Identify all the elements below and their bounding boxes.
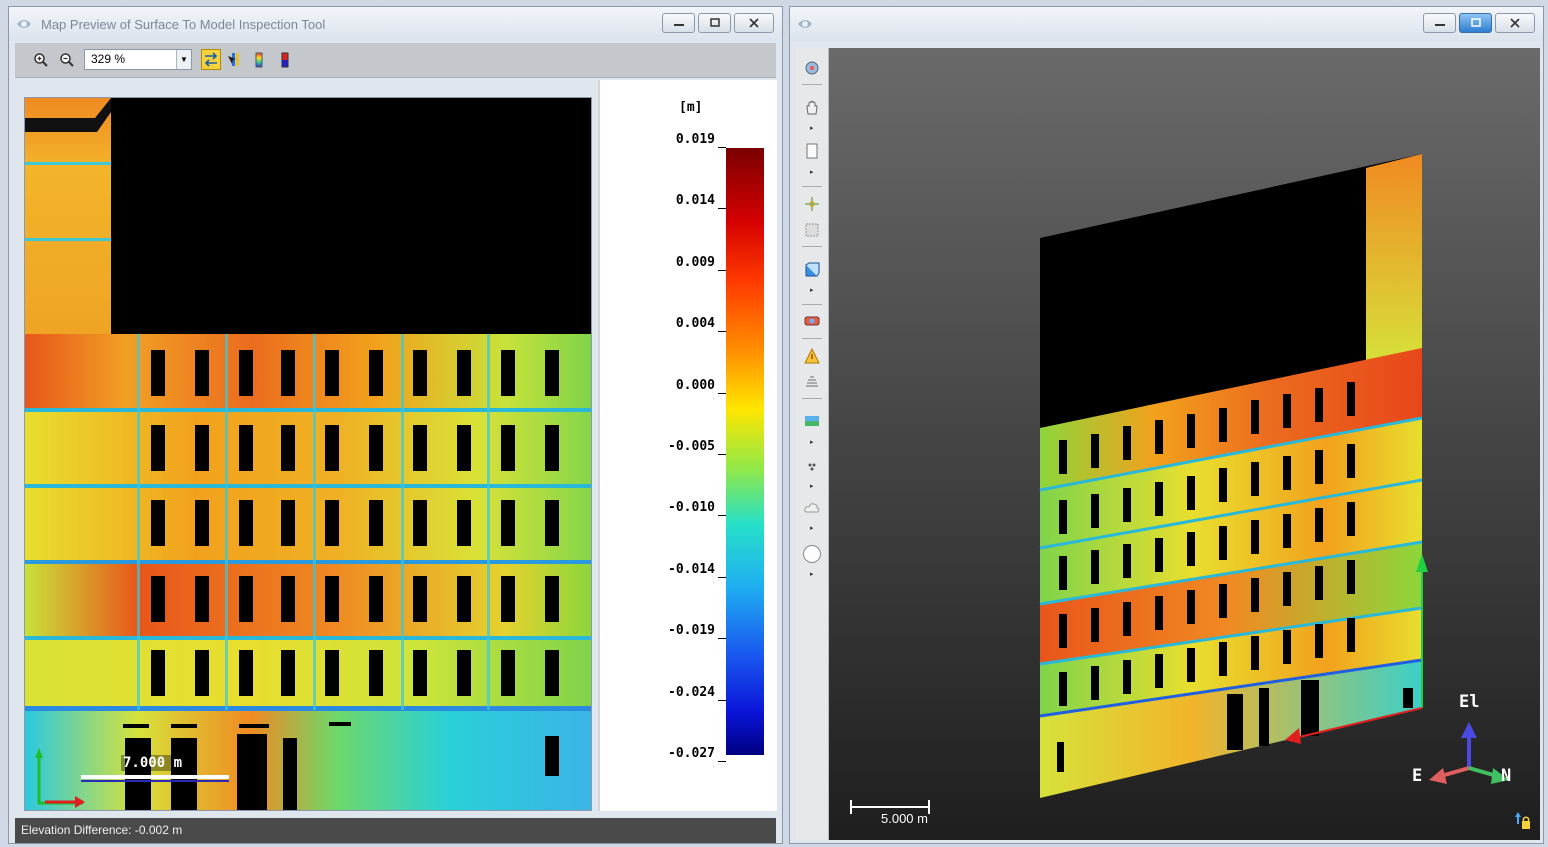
legend-tick-mark: [718, 638, 726, 639]
zoom-level-select[interactable]: 329 % ▼: [84, 49, 192, 70]
swap-axes-icon[interactable]: [201, 49, 221, 70]
3d-viewport[interactable]: El E N 5.000 m: [829, 48, 1540, 840]
legend-tick-label: -0.024: [668, 685, 715, 700]
cloud-icon[interactable]: [804, 500, 820, 516]
map-toolbar: 329 % ▼: [15, 43, 776, 78]
app-logo-icon: [17, 20, 31, 28]
map-preview-window: Map Preview of Surface To Model Inspecti…: [8, 6, 783, 844]
legend-tick-mark: [718, 208, 726, 209]
orbit-icon[interactable]: [804, 60, 820, 76]
title-bar[interactable]: Map Preview of Surface To Model Inspecti…: [9, 7, 782, 41]
map-raster: [25, 98, 591, 810]
sphere-icon[interactable]: [802, 544, 822, 564]
warning-triangle-icon[interactable]: [804, 348, 820, 364]
close-icon: [1510, 18, 1520, 28]
restore-button[interactable]: [698, 13, 731, 33]
app-logo-icon: [798, 20, 812, 28]
legend-tick-mark: [718, 515, 726, 516]
legend-tick-label: -0.010: [668, 500, 715, 515]
camera-icon[interactable]: [804, 312, 820, 328]
map-overlay: [35, 748, 229, 808]
legend-tick-label: 0.000: [675, 378, 715, 393]
zoom-level-value: 329 %: [91, 52, 126, 66]
view-toolbar: ▸ ▸ ▸ ▸ ▸ ▸ ▸: [796, 48, 829, 840]
cube-icon[interactable]: [804, 262, 820, 278]
legend-unit: [m]: [679, 100, 703, 115]
color-legend: [m] 0.019 0.014 0.009 0.004 0.000 -0.005 -0.01…: [598, 80, 777, 811]
lock-icon[interactable]: [1515, 812, 1531, 830]
3d-view-window: ▸ ▸ ▸ ▸ ▸ ▸ ▸: [789, 6, 1544, 844]
legend-tick-label: 0.004: [675, 316, 715, 331]
legend-tick-label: -0.005: [668, 439, 715, 454]
move-icon[interactable]: [804, 196, 820, 212]
elevation-difference-map[interactable]: 7.000 m: [24, 97, 592, 811]
legend-tick-label: 0.014: [675, 193, 715, 208]
minimize-button[interactable]: [662, 13, 695, 33]
legend-tick-mark: [718, 393, 726, 394]
axis-label-right: N: [1501, 766, 1512, 786]
layers-icon[interactable]: [804, 374, 820, 390]
pan-hand-icon[interactable]: [804, 100, 820, 116]
axis-label-up: El: [1459, 692, 1480, 712]
legend-tick-mark: [718, 270, 726, 271]
legend-color-bar: [726, 148, 764, 755]
window-title: Map Preview of Surface To Model Inspecti…: [41, 17, 326, 32]
minimize-icon: [1434, 24, 1445, 26]
minimize-icon: [673, 24, 684, 26]
legend-tick-mark: [718, 700, 726, 701]
legend-tick-label: -0.019: [668, 623, 715, 638]
color-ramp-alt-icon[interactable]: [277, 52, 293, 68]
select-icon[interactable]: [227, 52, 243, 68]
title-bar-3d[interactable]: [790, 7, 1543, 41]
legend-tick-label: -0.014: [668, 562, 715, 577]
restore-button[interactable]: [1459, 13, 1492, 33]
legend-tick-mark: [718, 577, 726, 578]
axis-label-left: E: [1412, 766, 1423, 786]
3d-facade-model: [850, 154, 1509, 814]
close-icon: [749, 18, 759, 28]
legend-tick-mark: [718, 147, 726, 148]
terrain-view-icon[interactable]: [804, 413, 820, 429]
status-bar: Elevation Difference: -0.002 m: [15, 818, 776, 843]
legend-tick-mark: [718, 331, 726, 332]
chevron-down-icon[interactable]: ▼: [176, 50, 191, 69]
view-scale-label: 5.000 m: [881, 811, 928, 826]
points-icon[interactable]: [804, 458, 820, 474]
zoom-out-icon[interactable]: [59, 52, 75, 68]
legend-tick-mark: [718, 761, 726, 762]
zoom-in-icon[interactable]: [33, 52, 49, 68]
legend-tick-mark: [718, 454, 726, 455]
color-ramp-icon[interactable]: [251, 52, 267, 68]
status-text: Elevation Difference: -0.002 m: [21, 823, 183, 837]
restore-icon: [1470, 18, 1481, 27]
legend-tick-label: -0.027: [668, 746, 715, 761]
restore-icon: [709, 18, 720, 27]
select-box-icon[interactable]: [804, 222, 820, 238]
close-button[interactable]: [1495, 13, 1535, 33]
close-button[interactable]: [734, 13, 774, 33]
legend-tick-label: 0.009: [675, 255, 715, 270]
map-scale-label: 7.000 m: [121, 755, 185, 771]
page-icon[interactable]: [804, 143, 820, 159]
legend-tick-label: 0.019: [675, 132, 715, 147]
minimize-button[interactable]: [1423, 13, 1456, 33]
